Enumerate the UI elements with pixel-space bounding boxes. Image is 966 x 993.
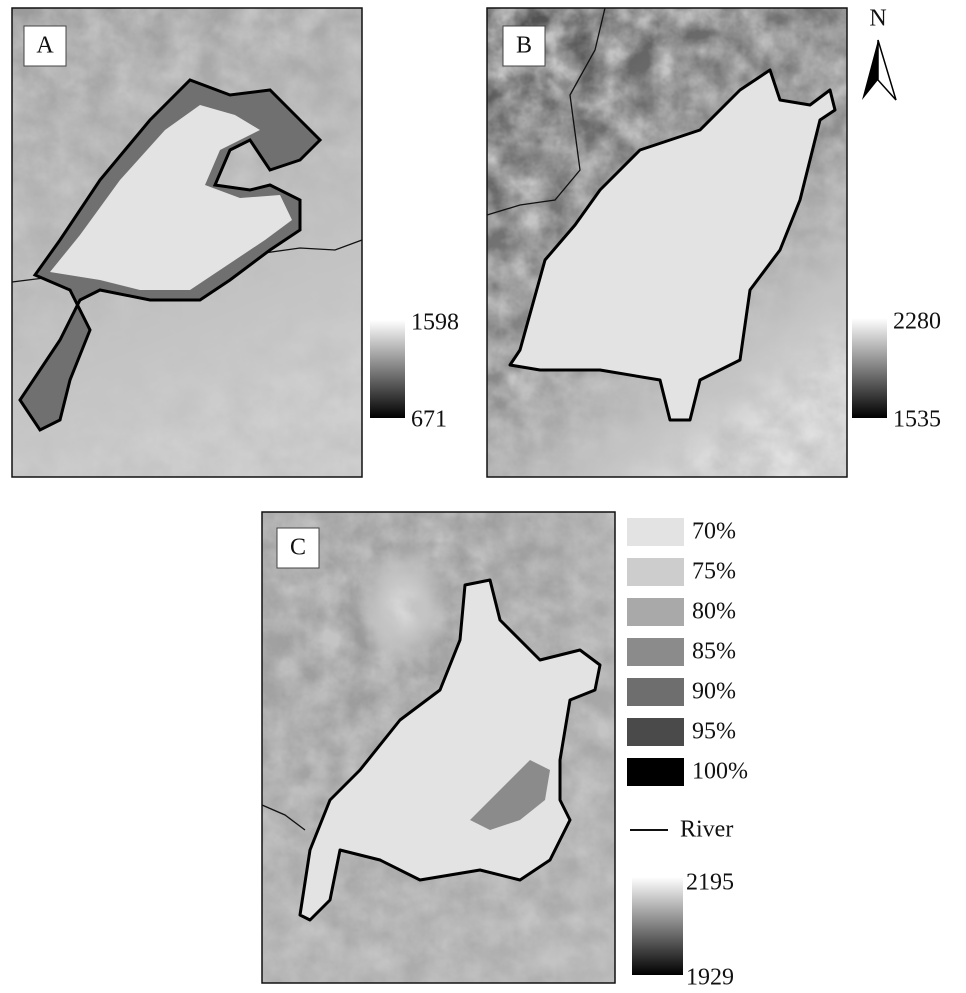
panel-label: B [516,33,532,59]
panel-label: C [290,535,306,561]
figure: A 1598 671 B 2280 1535 N C River [0,0,966,993]
panel-c: C [262,512,615,983]
north-arrow: N [862,6,896,101]
river-label: River [680,817,733,843]
legend-swatch [627,678,684,706]
panel-label: A [36,33,54,59]
legend-swatch [627,758,684,786]
legend-swatch [627,558,684,586]
legend-swatch [627,638,684,666]
legend-label: 70% [692,519,736,545]
legend-label: 95% [692,719,736,745]
colorbar-min: 1929 [686,965,734,991]
legend-label: 100% [692,759,748,785]
colorbar [852,318,887,418]
colorbar [370,320,405,418]
colorbar-max: 2195 [686,870,734,896]
legend-swatch [627,518,684,546]
arrow-right [878,40,896,100]
colorbar-min: 1535 [893,407,941,433]
arrow-left [862,40,878,100]
legend-label: 75% [692,559,736,585]
legend-swatch [627,718,684,746]
colorbar-max: 2280 [893,309,941,335]
legend-label: 90% [692,679,736,705]
panel-b: B 2280 1535 N [487,6,941,478]
north-label: N [869,6,886,32]
colorbar-max: 1598 [411,310,459,336]
legend-swatch [627,598,684,626]
legend: River 2195 1929 70% 75% 80% 85% 90% 95% 100% [627,518,748,991]
colorbar-min: 671 [411,407,447,433]
panel-a: A 1598 671 [12,8,459,477]
legend-label: 85% [692,639,736,665]
colorbar [632,877,683,975]
legend-label: 80% [692,599,736,625]
